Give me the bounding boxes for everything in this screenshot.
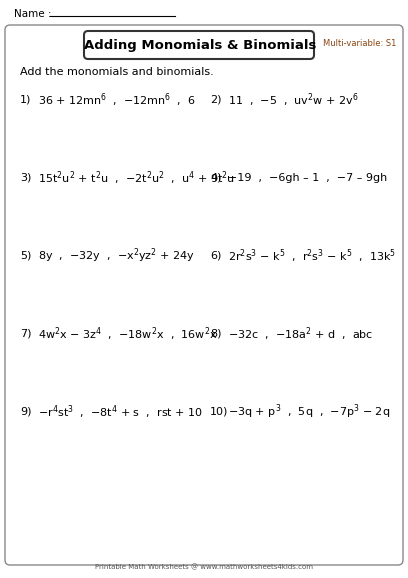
Text: 2): 2)	[210, 95, 222, 105]
Text: 36 + 12mn$^6$  ,  −12mn$^6$  ,  6: 36 + 12mn$^6$ , −12mn$^6$ , 6	[38, 91, 196, 109]
Text: Multi-variable: S1: Multi-variable: S1	[323, 39, 396, 49]
Text: 2r$^2$s$^3$ − k$^5$  ,  r$^2$s$^3$ − k$^5$  ,  13k$^5$: 2r$^2$s$^3$ − k$^5$ , r$^2$s$^3$ − k$^5$…	[228, 247, 396, 265]
Text: −r$^4$st$^3$  ,  −8t$^4$ + s  ,  rst + 10: −r$^4$st$^3$ , −8t$^4$ + s , rst + 10	[38, 403, 203, 421]
Text: 11  ,  −5  ,  uv$^2$w + 2v$^6$: 11 , −5 , uv$^2$w + 2v$^6$	[228, 91, 359, 109]
Text: −3q + p$^3$  ,  5q  ,  −7p$^3$ − 2q: −3q + p$^3$ , 5q , −7p$^3$ − 2q	[228, 403, 390, 421]
FancyBboxPatch shape	[5, 25, 403, 565]
Text: 8): 8)	[210, 329, 222, 339]
Text: −19  ,  −6gh – 1  ,  −7 – 9gh: −19 , −6gh – 1 , −7 – 9gh	[228, 173, 387, 183]
Text: −32c  ,  −18a$^2$ + d  ,  abc: −32c , −18a$^2$ + d , abc	[228, 325, 373, 343]
Text: 4): 4)	[210, 173, 222, 183]
Text: 1): 1)	[20, 95, 31, 105]
Text: 9): 9)	[20, 407, 31, 417]
Text: Adding Monomials & Binomials: Adding Monomials & Binomials	[84, 39, 316, 53]
Text: 7): 7)	[20, 329, 31, 339]
Text: 3): 3)	[20, 173, 31, 183]
Text: Add the monomials and binomials.: Add the monomials and binomials.	[20, 67, 214, 77]
Text: Printable Math Worksheets @ www.mathworksheets4kids.com: Printable Math Worksheets @ www.mathwork…	[95, 564, 313, 570]
Text: 5): 5)	[20, 251, 31, 261]
Text: 15t$^2$u$^2$ + t$^2$u  ,  −2t$^2$u$^2$  ,  u$^4$ + 9t$^2$u: 15t$^2$u$^2$ + t$^2$u , −2t$^2$u$^2$ , u…	[38, 169, 235, 187]
FancyBboxPatch shape	[84, 31, 314, 59]
Text: 4w$^2$x − 3z$^4$  ,  −18w$^2$x  ,  16w$^2$x: 4w$^2$x − 3z$^4$ , −18w$^2$x , 16w$^2$x	[38, 325, 217, 343]
Text: 8y  ,  −32y  ,  −x$^2$yz$^2$ + 24y: 8y , −32y , −x$^2$yz$^2$ + 24y	[38, 247, 195, 265]
Text: 6): 6)	[210, 251, 222, 261]
Text: 10): 10)	[210, 407, 228, 417]
Text: Name :: Name :	[14, 9, 55, 19]
